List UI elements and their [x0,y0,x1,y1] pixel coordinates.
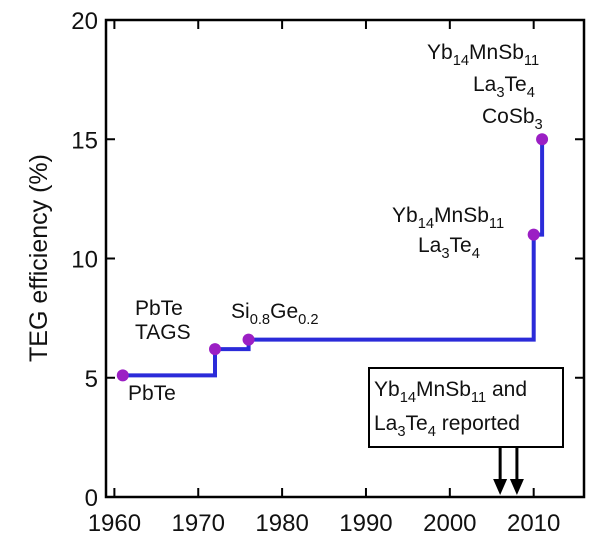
x-tick-label-2010: 2010 [507,510,560,537]
x-tick-label-1990: 1990 [339,510,392,537]
y-tick-label-0: 0 [85,485,98,512]
plot-area: 1960 1970 1980 1990 2000 2010 0 5 10 15 20 PbTe PbTe… [71,8,586,537]
data-point-2010 [527,228,540,241]
y-axis-label: TEG efficiency (%) [25,154,53,362]
x-tick-label-1980: 1980 [255,510,308,537]
report-arrowhead-1 [493,479,508,495]
report-box-line2: La3Te4 reported [374,412,520,440]
annotation-la-top: La3Te4 [473,73,535,101]
y-tick-label-10: 10 [71,247,98,274]
annotation-sige: Si0.8Ge0.2 [231,300,319,328]
x-tick-label-2000: 2000 [423,510,476,537]
y-tick-label-20: 20 [71,8,98,35]
annotation-pbte: PbTe [128,382,176,405]
x-tick-label-1960: 1960 [88,510,141,537]
annotation-cosb: CoSb3 [482,105,543,133]
annotation-yb-low: Yb14MnSb11 [392,204,504,232]
y-tick-label-15: 15 [71,127,98,154]
annotation-yb-top: Yb14MnSb11 [427,41,539,69]
data-point-1972 [209,343,222,356]
data-point-2011 [536,133,549,146]
data-point-1976 [242,333,255,346]
report-arrowhead-2 [509,479,524,495]
x-tick-label-1970: 1970 [172,510,225,537]
annotation-la-low: La3Te4 [418,234,480,262]
report-box-line1: Yb14MnSb11 and [374,378,527,406]
annotation-tags: TAGS [135,321,191,344]
annotation-pbte2: PbTe [135,297,183,320]
report-box [368,367,564,448]
data-point-1961 [116,369,129,382]
y-tick-label-5: 5 [85,366,98,393]
